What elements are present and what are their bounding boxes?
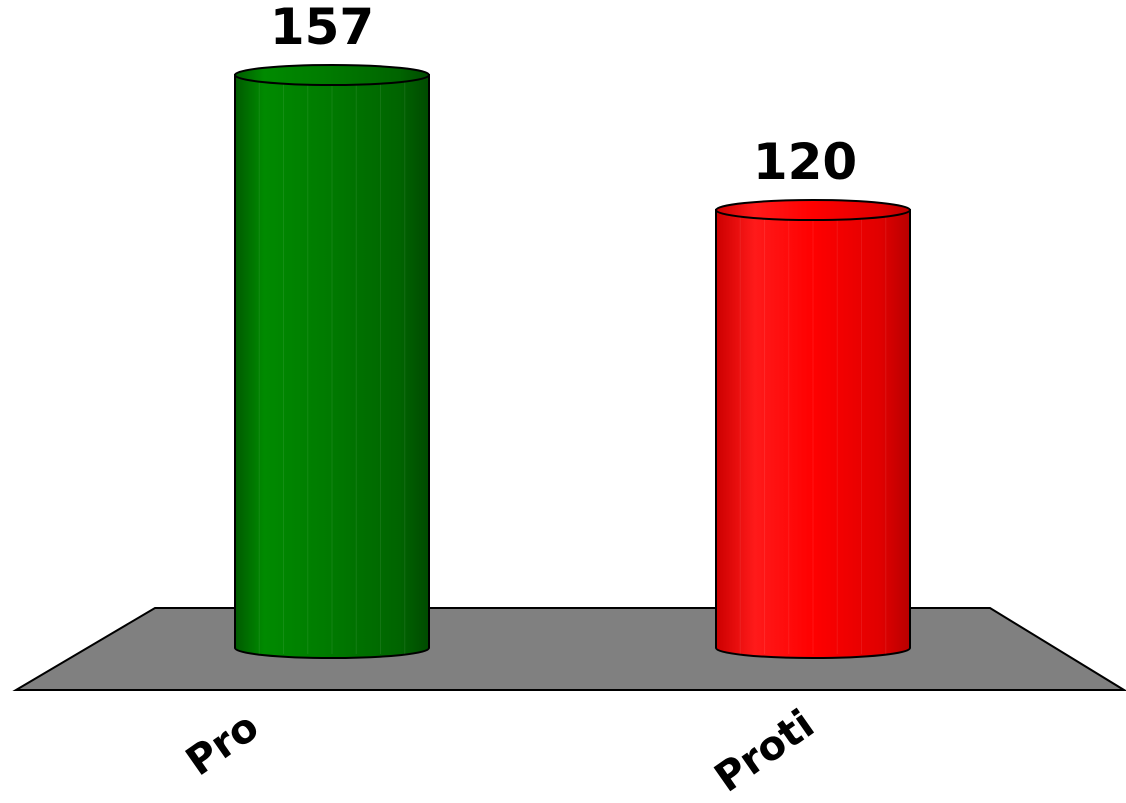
category-label-proti: Proti bbox=[707, 701, 823, 801]
bar-top-proti bbox=[715, 199, 911, 222]
bar-proti bbox=[715, 199, 911, 659]
bar-top-pro bbox=[234, 64, 430, 86]
chart-floor bbox=[12, 607, 1126, 691]
bar-body-pro bbox=[234, 74, 430, 659]
value-label-proti: 120 bbox=[753, 133, 857, 191]
category-label-pro: Pro bbox=[178, 704, 267, 786]
bar-body-proti bbox=[715, 209, 911, 659]
bar-pro bbox=[234, 64, 430, 659]
value-label-pro: 157 bbox=[270, 0, 374, 56]
bars-layer bbox=[234, 64, 911, 659]
